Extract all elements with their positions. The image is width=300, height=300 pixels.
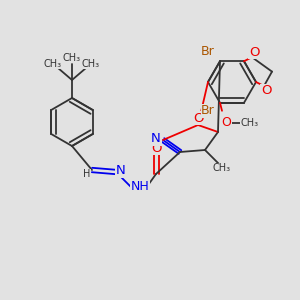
Text: O: O [194, 112, 204, 124]
Text: CH₃: CH₃ [82, 59, 100, 69]
Text: CH₃: CH₃ [63, 53, 81, 63]
Text: CH₃: CH₃ [44, 59, 62, 69]
Text: Br: Br [201, 104, 215, 117]
Text: O: O [261, 85, 271, 98]
Text: CH₃: CH₃ [241, 118, 259, 128]
Text: O: O [221, 116, 231, 129]
Text: NH: NH [130, 181, 149, 194]
Text: N: N [151, 133, 161, 146]
Text: Br: Br [201, 45, 215, 58]
Text: O: O [151, 142, 161, 154]
Text: N: N [116, 164, 126, 178]
Text: H: H [83, 169, 91, 179]
Text: CH₃: CH₃ [213, 163, 231, 173]
Text: O: O [249, 46, 259, 59]
